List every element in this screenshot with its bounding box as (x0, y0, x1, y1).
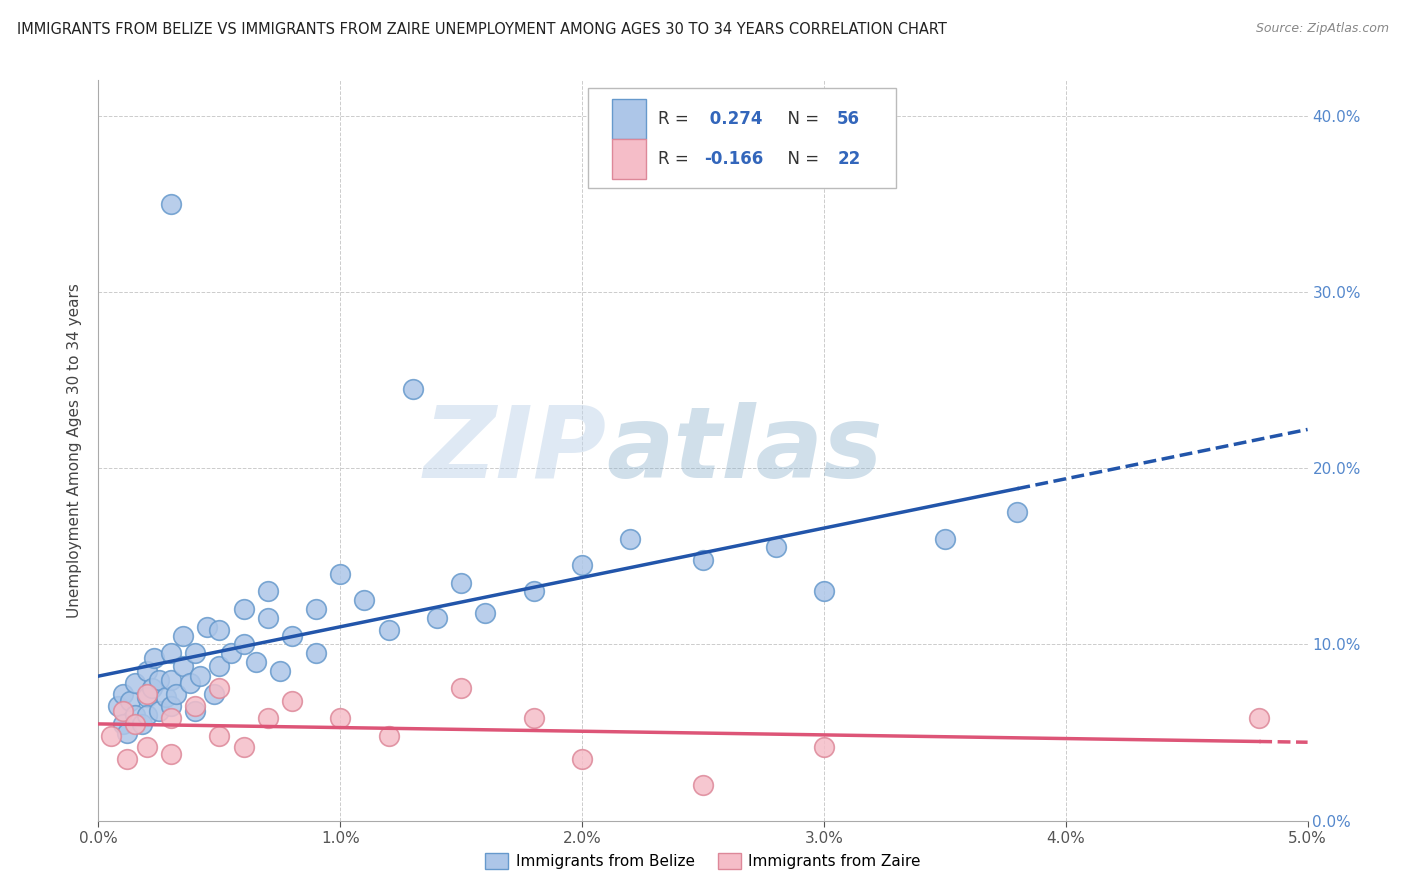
Point (256, 711, 278, 725)
Point (619, 532, 641, 546)
Point (148, 704, 170, 718)
Point (305, 646, 328, 660)
Text: IMMIGRANTS FROM BELIZE VS IMMIGRANTS FROM ZAIRE UNEMPLOYMENT AMONG AGES 30 TO 34: IMMIGRANTS FROM BELIZE VS IMMIGRANTS FRO… (17, 22, 946, 37)
Point (934, 532, 956, 546)
Point (143, 651, 166, 665)
Text: N =: N = (776, 150, 824, 168)
Point (523, 584, 546, 599)
Text: Source: ZipAtlas.com: Source: ZipAtlas.com (1256, 22, 1389, 36)
Point (450, 575, 472, 590)
Text: atlas: atlas (606, 402, 883, 499)
Point (172, 628, 194, 642)
Text: N =: N = (776, 110, 824, 128)
FancyBboxPatch shape (613, 138, 647, 179)
Point (160, 196, 183, 211)
Point (135, 690, 157, 705)
Point (160, 646, 183, 660)
Point (571, 752, 593, 766)
Point (329, 711, 352, 725)
Point (141, 681, 163, 696)
Point (571, 558, 593, 572)
Y-axis label: Unemployment Among Ages 30 to 34 years: Unemployment Among Ages 30 to 34 years (67, 283, 83, 618)
Point (179, 676, 201, 690)
Point (208, 681, 231, 696)
Point (160, 711, 183, 725)
Text: 56: 56 (837, 110, 860, 128)
Point (135, 739, 157, 754)
Point (195, 620, 218, 634)
Point (111, 687, 134, 701)
Point (1249, 711, 1271, 725)
Point (474, 606, 496, 620)
Point (107, 699, 129, 714)
Point (135, 664, 157, 678)
Point (148, 673, 170, 687)
Point (111, 704, 134, 718)
Point (208, 658, 231, 673)
Point (135, 687, 157, 701)
Text: -0.166: -0.166 (704, 150, 763, 168)
Point (281, 694, 304, 708)
Text: 0.274: 0.274 (704, 110, 762, 128)
Point (256, 611, 278, 625)
Point (160, 673, 183, 687)
Point (135, 707, 157, 722)
Point (377, 624, 399, 638)
Point (111, 716, 134, 731)
Legend: Immigrants from Belize, Immigrants from Zaire: Immigrants from Belize, Immigrants from … (479, 847, 927, 875)
Point (160, 699, 183, 714)
Point (377, 729, 399, 743)
Point (353, 593, 375, 607)
Point (813, 739, 835, 754)
Point (232, 637, 254, 651)
Point (232, 602, 254, 616)
Point (124, 676, 146, 690)
Point (523, 711, 546, 725)
Point (165, 687, 187, 701)
Point (172, 658, 194, 673)
Point (155, 690, 177, 705)
Point (124, 707, 146, 722)
Point (184, 699, 207, 714)
Point (184, 646, 207, 660)
Point (118, 694, 141, 708)
Point (184, 704, 207, 718)
Point (100, 729, 122, 743)
Point (221, 646, 243, 660)
Point (402, 382, 425, 396)
Point (305, 602, 328, 616)
Point (426, 611, 449, 625)
Text: R =: R = (658, 150, 695, 168)
Point (204, 687, 226, 701)
FancyBboxPatch shape (613, 99, 647, 139)
Point (450, 681, 472, 696)
Text: R =: R = (658, 110, 695, 128)
Point (765, 541, 787, 555)
Point (188, 669, 211, 683)
Point (124, 716, 146, 731)
Point (813, 584, 835, 599)
Point (117, 725, 139, 739)
Point (281, 628, 304, 642)
Point (160, 747, 183, 761)
Point (692, 778, 714, 792)
Point (1007, 505, 1029, 519)
Point (692, 553, 714, 567)
Point (117, 752, 139, 766)
Point (131, 716, 153, 731)
Point (208, 729, 231, 743)
Point (232, 739, 254, 754)
Point (208, 624, 231, 638)
Point (329, 566, 352, 581)
FancyBboxPatch shape (588, 87, 897, 187)
Point (245, 655, 267, 669)
Text: ZIP: ZIP (423, 402, 606, 499)
Point (269, 664, 291, 678)
Text: 22: 22 (837, 150, 860, 168)
Point (256, 584, 278, 599)
